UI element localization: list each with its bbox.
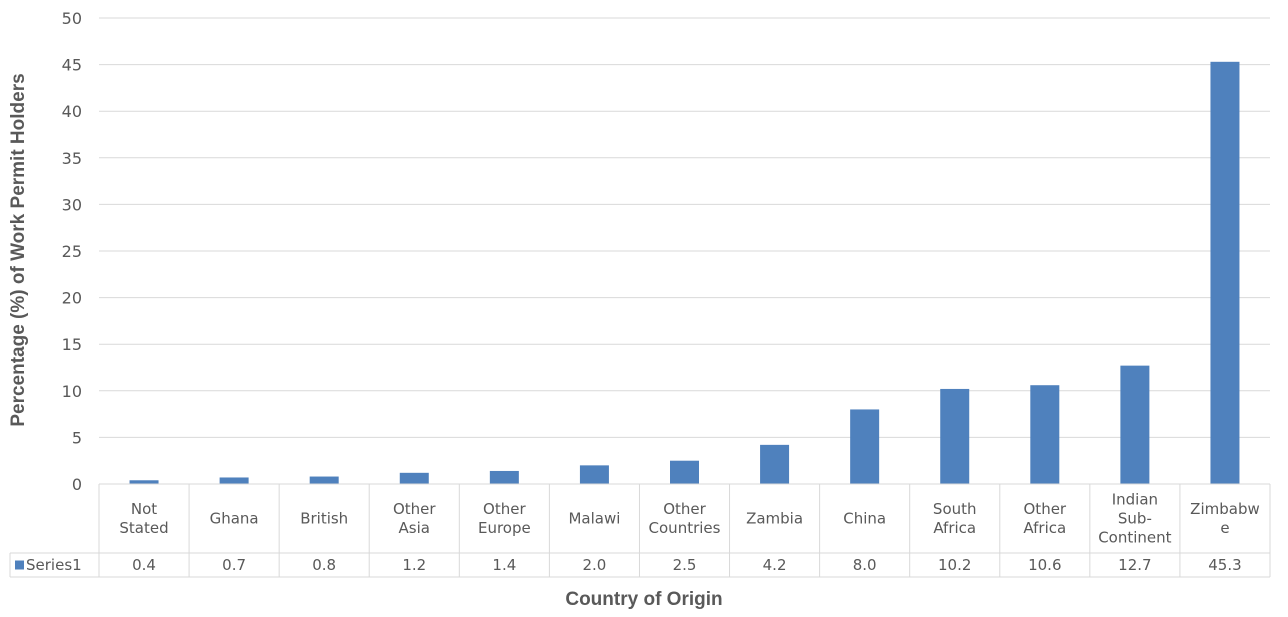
bar bbox=[940, 388, 970, 484]
bar bbox=[579, 465, 609, 484]
data-label: 1.4 bbox=[492, 556, 516, 574]
y-tick-label: 50 bbox=[62, 9, 82, 28]
category-label: Malawi bbox=[568, 510, 620, 528]
y-tick-label: 0 bbox=[72, 475, 82, 494]
y-tick-label: 5 bbox=[72, 428, 82, 447]
y-tick-label: 35 bbox=[62, 149, 82, 168]
legend-label: Series1 bbox=[26, 556, 82, 574]
y-tick-label: 10 bbox=[62, 382, 82, 401]
bar bbox=[1120, 365, 1150, 484]
y-tick-label: 30 bbox=[62, 195, 82, 214]
category-label: Not Stated bbox=[119, 500, 168, 537]
category-label: Other Africa bbox=[1023, 500, 1067, 537]
category-label: Indian Sub-Continent bbox=[1098, 491, 1171, 547]
category-label: China bbox=[843, 510, 886, 528]
x-axis-title: Country of Origin bbox=[565, 589, 722, 610]
y-axis-title: Percentage (%) of Work Permit Holders bbox=[8, 73, 29, 426]
bar bbox=[1210, 61, 1240, 484]
category-label: Other Asia bbox=[393, 500, 436, 537]
y-tick-label: 25 bbox=[62, 242, 82, 261]
bar bbox=[219, 477, 249, 484]
bar bbox=[489, 470, 519, 484]
bar bbox=[399, 472, 429, 484]
category-label: Ghana bbox=[210, 510, 259, 528]
bar bbox=[309, 476, 339, 484]
category-label: Zimbabw e bbox=[1190, 500, 1260, 537]
y-tick-label: 20 bbox=[62, 289, 82, 308]
bar bbox=[670, 460, 699, 484]
bar bbox=[1030, 385, 1060, 484]
category-label: British bbox=[300, 510, 348, 528]
data-label: 0.4 bbox=[132, 556, 156, 574]
y-tick-label: 15 bbox=[62, 335, 82, 354]
data-label: 12.7 bbox=[1118, 556, 1151, 574]
bar bbox=[129, 480, 159, 484]
category-label: South Africa bbox=[933, 500, 977, 537]
data-label: 4.2 bbox=[763, 556, 787, 574]
data-label: 1.2 bbox=[402, 556, 426, 574]
plot-layer: 0 5 10 15 20 25 30 35 40 45 50 Not Stated Ghana Britis… bbox=[9, 9, 1271, 578]
bar bbox=[760, 444, 790, 484]
bar bbox=[850, 409, 880, 484]
legend-key bbox=[15, 560, 24, 570]
data-label: 0.8 bbox=[312, 556, 336, 574]
category-label: Other Countries bbox=[649, 500, 721, 537]
data-label: 10.6 bbox=[1028, 556, 1061, 574]
data-label: 8.0 bbox=[853, 556, 877, 574]
y-tick-label: 45 bbox=[62, 56, 82, 75]
data-label: 2.5 bbox=[673, 556, 697, 574]
category-label: Zambia bbox=[746, 510, 803, 528]
category-label: Other Europe bbox=[478, 500, 531, 537]
data-label: 0.7 bbox=[222, 556, 246, 574]
y-tick-label: 40 bbox=[62, 102, 82, 121]
data-label: 10.2 bbox=[938, 556, 971, 574]
data-label: 45.3 bbox=[1208, 556, 1241, 574]
data-label: 2.0 bbox=[582, 556, 606, 574]
